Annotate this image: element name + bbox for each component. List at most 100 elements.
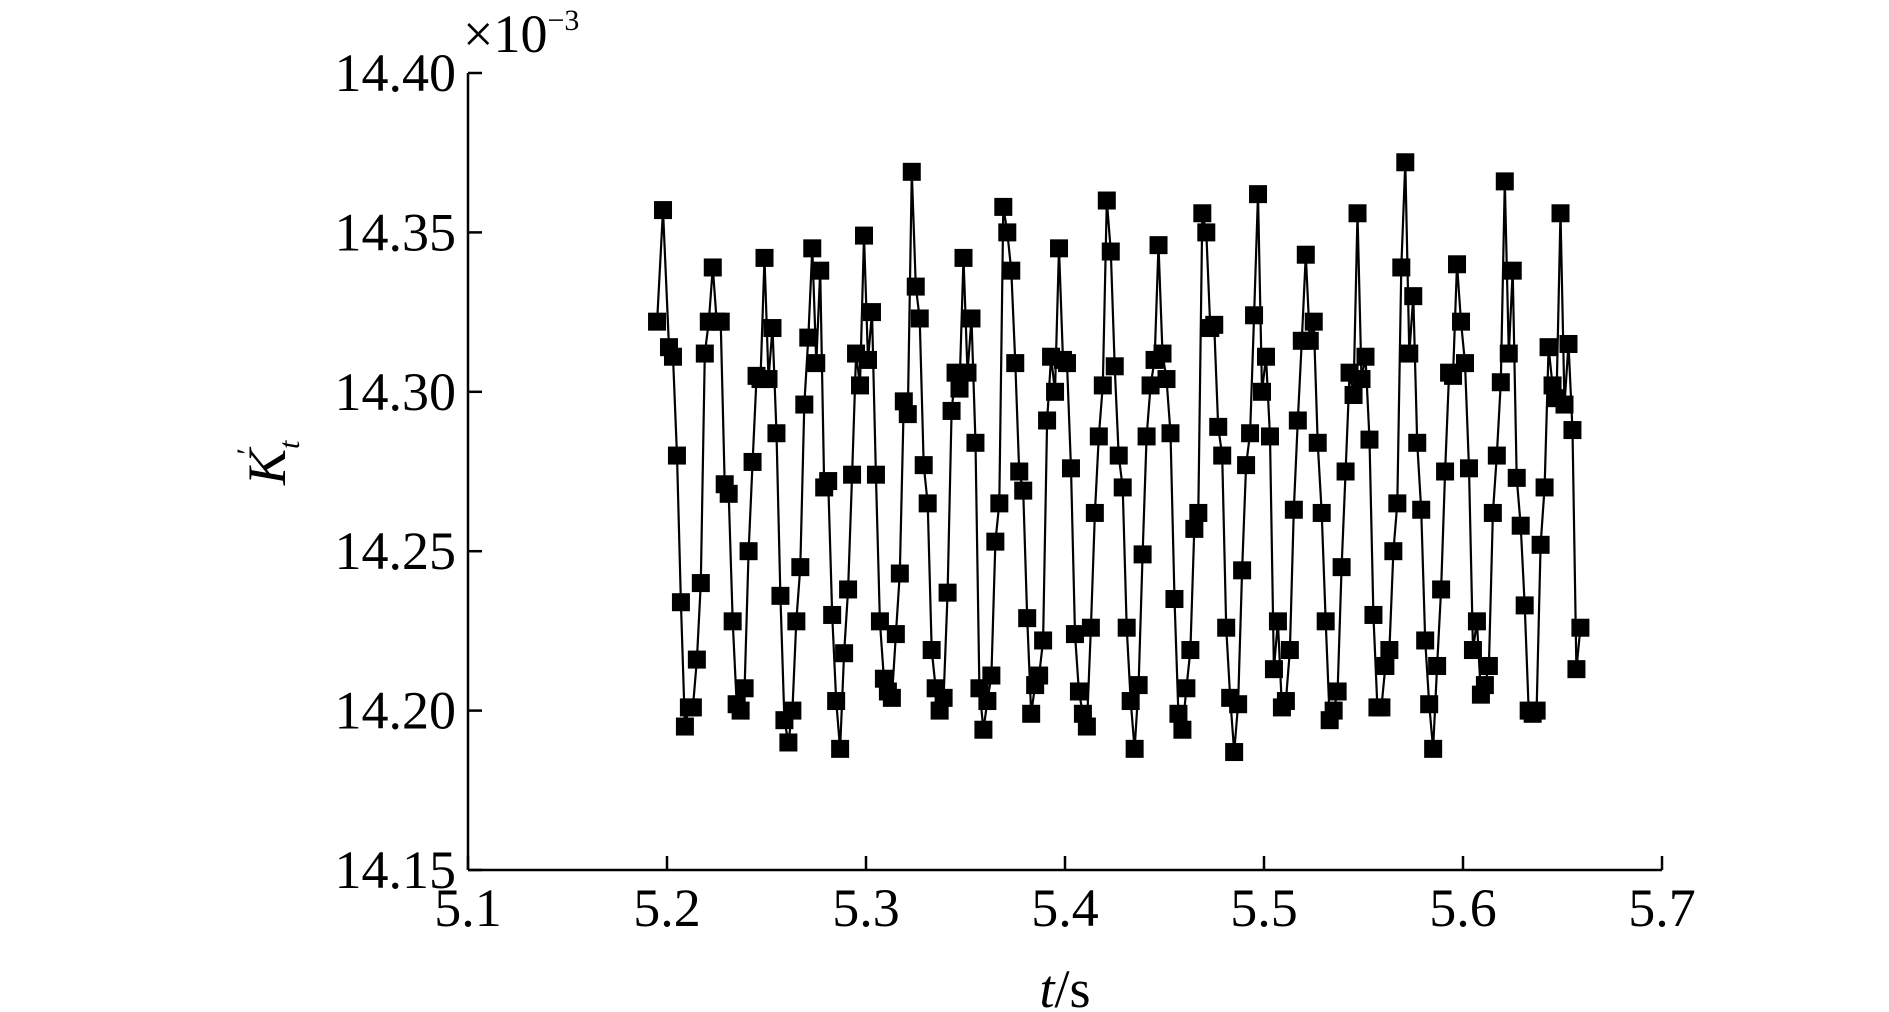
data-point [1495, 172, 1514, 191]
data-point [1241, 424, 1260, 443]
data-point [1328, 682, 1347, 701]
data-point [1109, 446, 1128, 465]
data-point [695, 344, 714, 363]
data-point [1420, 695, 1439, 714]
data-point [1332, 558, 1351, 577]
data-point [1105, 357, 1124, 376]
data-point [1499, 344, 1518, 363]
data-point [687, 650, 706, 669]
data-point [1065, 625, 1084, 644]
data-point [1432, 580, 1451, 599]
data-point [986, 532, 1005, 551]
data-point [1400, 344, 1419, 363]
data-point [1189, 503, 1208, 522]
data-point [1539, 338, 1558, 357]
data-point [1030, 666, 1049, 685]
data-point [958, 363, 977, 382]
data-point [1380, 641, 1399, 660]
data-point [719, 484, 738, 503]
data-point [1567, 660, 1586, 679]
data-point [1014, 481, 1033, 500]
data-point [1173, 720, 1192, 739]
data-point [1229, 695, 1248, 714]
data-point [1085, 503, 1104, 522]
data-point [1006, 354, 1025, 373]
data-point [942, 401, 961, 420]
data-point [763, 319, 782, 338]
data-point [855, 226, 874, 245]
y-tick-label: 14.25 [335, 521, 457, 581]
data-point [767, 424, 786, 443]
data-point [1479, 656, 1498, 675]
plot-area: 14.15 14.20 14.25 14.30 14.35 14.40 5.1 5.2 5.3… [335, 43, 1696, 938]
data-point [1249, 185, 1268, 204]
data-point [1125, 739, 1144, 758]
data-point [1511, 516, 1530, 535]
data-point [1428, 656, 1447, 675]
data-point [648, 312, 667, 331]
data-point [870, 612, 889, 631]
data-point [1555, 395, 1574, 414]
data-point [866, 465, 885, 484]
data-point [1503, 261, 1522, 280]
data-point [1348, 204, 1367, 223]
data-point [743, 452, 762, 471]
data-point [663, 347, 682, 366]
data-point [990, 494, 1009, 513]
data-point [1304, 312, 1323, 331]
data-point [1280, 641, 1299, 660]
data-point [998, 223, 1017, 242]
data-point [1153, 344, 1172, 363]
data-point [1010, 462, 1029, 481]
data-point [1061, 459, 1080, 478]
data-point [723, 612, 742, 631]
data-point [1157, 370, 1176, 389]
data-point [1081, 618, 1100, 637]
data-point [1022, 704, 1041, 723]
data-point [922, 641, 941, 660]
data-point [1169, 704, 1188, 723]
data-point [950, 379, 969, 398]
data-point [1424, 739, 1443, 758]
data-point [858, 350, 877, 369]
data-point [978, 692, 997, 711]
data-point [839, 580, 858, 599]
data-point [1149, 236, 1168, 255]
data-point [739, 542, 758, 561]
data-point [1256, 347, 1275, 366]
data-point [819, 472, 838, 491]
data-point [1412, 500, 1431, 519]
y-tick-label: 14.15 [335, 840, 457, 900]
data-point [1535, 478, 1554, 497]
data-point [1459, 459, 1478, 478]
data-point [1436, 462, 1455, 481]
data-point [1121, 692, 1140, 711]
y-tick-label: 14.30 [335, 362, 457, 422]
data-point [1288, 411, 1307, 430]
data-point [1097, 191, 1116, 210]
data-point [843, 465, 862, 484]
data-point [811, 261, 830, 280]
data-point [1448, 255, 1467, 274]
y-multiplier: ×10−3 [463, 4, 579, 64]
data-point [711, 312, 730, 331]
data-point [1316, 612, 1335, 631]
data-point [1475, 676, 1494, 695]
x-axis-label: t/s [1039, 959, 1090, 1012]
data-point [795, 395, 814, 414]
data-point [827, 692, 846, 711]
data-point [807, 354, 826, 373]
data-point [1336, 462, 1355, 481]
data-point [1050, 239, 1069, 258]
data-point [1452, 312, 1471, 331]
x-tick-label: 5.1 [434, 878, 502, 938]
data-point [1069, 682, 1088, 701]
y-tick-label: 14.20 [335, 681, 457, 741]
x-tick-label: 5.5 [1230, 878, 1298, 938]
data-point [1034, 631, 1053, 650]
data-point [691, 574, 710, 593]
data-point [886, 625, 905, 644]
data-point [1396, 153, 1415, 172]
data-point [898, 405, 917, 424]
data-point [1253, 382, 1272, 401]
